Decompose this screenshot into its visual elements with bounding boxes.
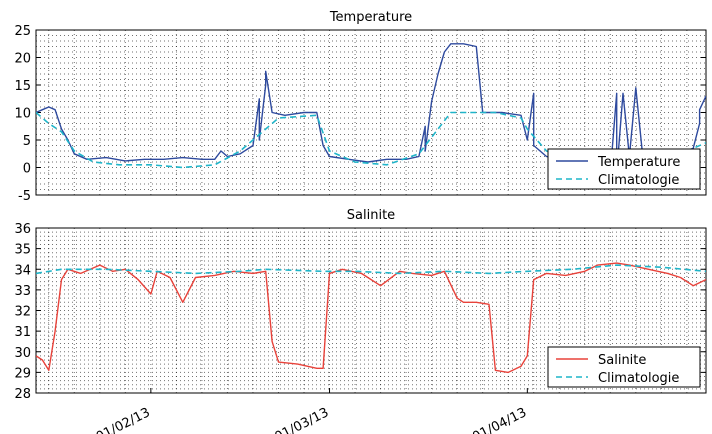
y-tick-label: 28 — [14, 387, 31, 402]
y-tick-label: 5 — [23, 134, 31, 149]
y-tick-label: 20 — [14, 52, 31, 67]
y-tick-label: 0 — [23, 162, 31, 177]
legend-box — [547, 346, 701, 388]
y-tick-label: 35 — [14, 243, 31, 258]
legend-label: Temperature — [597, 155, 680, 170]
y-tick-label: -5 — [18, 189, 31, 204]
y-tick-label: 31 — [14, 325, 31, 340]
y-tick-label: 15 — [14, 79, 31, 94]
chart-panel-1: -5 0 5 10 15 20 25 Temperature Temperature Climat… — [14, 10, 707, 204]
chart-title: Temperature — [329, 10, 412, 25]
legend-label: Salinite — [598, 353, 646, 368]
series-line-climatologie — [36, 264, 706, 275]
y-tick-label: 30 — [14, 346, 31, 361]
x-tick-label: 01/02/13 — [94, 405, 153, 434]
y-tick-label: 25 — [14, 24, 31, 39]
legend-label: Climatologie — [598, 371, 679, 386]
legend: Temperature Climatologie — [547, 148, 701, 190]
y-tick-label: 10 — [14, 107, 31, 122]
y-tick-label: 34 — [14, 263, 31, 278]
legend-box — [547, 148, 701, 190]
legend-label: Climatologie — [598, 173, 679, 188]
x-tick-label: 01/04/13 — [470, 405, 529, 434]
y-tick-label: 32 — [14, 305, 31, 320]
legend: Salinite Climatologie — [547, 346, 701, 388]
x-tick-label: 01/03/13 — [273, 405, 332, 434]
chart-panel-2: 28 29 30 31 32 33 34 35 36 01/02/13 01/03/13 01/04/… — [14, 208, 707, 434]
y-tick-label: 33 — [14, 284, 31, 299]
y-tick-label: 29 — [14, 366, 31, 381]
chart-title: Salinite — [347, 208, 395, 223]
y-tick-label: 36 — [14, 222, 31, 237]
